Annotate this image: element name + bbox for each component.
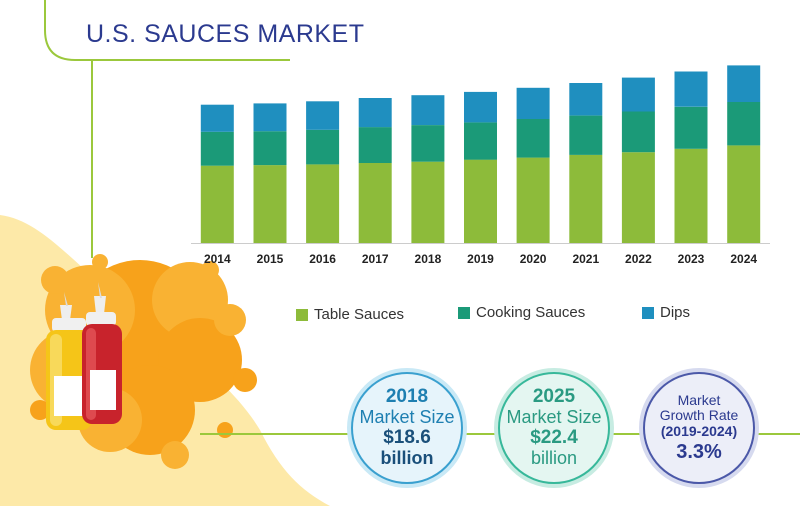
stat-label-growth-rate: Growth Rate	[659, 407, 739, 424]
bar-segment-table-sauces-2014	[200, 165, 234, 243]
x-tick-label: 2018	[415, 252, 442, 266]
legend-label-cooking-sauces: Cooking Sauces	[476, 304, 586, 321]
x-tick-label: 2017	[362, 252, 389, 266]
bar-segment-table-sauces-2021	[569, 154, 603, 243]
bar-segment-table-sauces-2023	[674, 148, 708, 243]
bar-segment-dips-2021	[569, 83, 603, 116]
legend-swatch-dips	[642, 306, 654, 319]
bar-segment-cooking-sauces-2023	[674, 106, 708, 149]
bar-segment-cooking-sauces-2019	[464, 122, 497, 160]
bar-segment-dips-2014	[200, 104, 234, 132]
bar-segment-cooking-sauces-2015	[253, 131, 287, 166]
bar-segment-table-sauces-2017	[358, 163, 392, 243]
stat-value: 3.3%	[676, 441, 722, 464]
stat-value: $18.6	[383, 427, 431, 448]
chart-legend: Table Sauces Cooking Sauces Dips	[296, 304, 736, 328]
bar-segment-dips-2016	[306, 101, 340, 130]
bar-segment-table-sauces-2024	[727, 145, 761, 243]
stat-period: (2019-2024)	[660, 422, 738, 439]
stat-year: 2018	[385, 386, 429, 408]
bar-segment-cooking-sauces-2022	[621, 111, 655, 153]
bar-segment-table-sauces-2019	[464, 159, 497, 243]
stacked-bar-chart: 2014 2015 2016 2017 2018 2019 2020 2021 2022 2023…	[191, 65, 770, 266]
x-tick-label: 2022	[625, 252, 652, 266]
bar-segment-dips-2019	[464, 91, 497, 123]
legend-item-cooking-sauces: Cooking Sauces	[458, 304, 585, 321]
legend-swatch-cooking-sauces	[458, 306, 470, 319]
stat-label-market: Market	[677, 391, 721, 408]
x-tick-label: 2014	[204, 252, 231, 266]
bar-segment-table-sauces-2015	[253, 165, 287, 243]
stat-unit: billion	[530, 447, 578, 468]
bar-segment-dips-2017	[358, 98, 392, 128]
bar-segment-table-sauces-2016	[306, 164, 340, 243]
page-title: U.S. SAUCES MARKET	[86, 20, 365, 48]
stat-2025-market-size: 2025 Market Size $22.4 billion	[498, 372, 610, 484]
bar-segment-table-sauces-2022	[621, 152, 655, 243]
legend-item-dips: Dips	[642, 304, 690, 321]
bar-segment-cooking-sauces-2020	[516, 119, 550, 158]
bar-segment-cooking-sauces-2016	[306, 129, 340, 165]
x-tick-label: 2024	[730, 252, 757, 266]
stat-2018-market-size: 2018 Market Size $18.6 billion	[351, 372, 463, 484]
x-tick-label: 2016	[309, 252, 336, 266]
bar-segment-dips-2023	[674, 71, 708, 107]
bar-segment-cooking-sauces-2024	[727, 102, 761, 146]
x-tick-label: 2019	[467, 252, 494, 266]
stat-value: $22.4	[530, 427, 578, 448]
bar-segment-table-sauces-2018	[411, 161, 445, 243]
bar-segment-dips-2018	[411, 95, 445, 125]
bar-segment-cooking-sauces-2017	[358, 127, 392, 163]
x-tick-label: 2021	[572, 252, 599, 266]
legend-label-table-sauces: Table Sauces	[314, 306, 405, 323]
stat-label: Market Size	[506, 407, 602, 428]
x-tick-label: 2023	[678, 252, 705, 266]
bar-segment-dips-2024	[727, 65, 761, 102]
bar-segment-dips-2015	[253, 103, 287, 132]
x-tick-label: 2020	[520, 252, 547, 266]
legend-label-dips: Dips	[660, 304, 691, 321]
x-tick-label: 2015	[257, 252, 284, 266]
stat-year: 2025	[532, 386, 576, 408]
bar-segment-cooking-sauces-2018	[411, 125, 445, 162]
bar-segment-cooking-sauces-2014	[200, 131, 234, 166]
bar-segment-table-sauces-2020	[516, 157, 550, 243]
stat-growth-rate: Market Growth Rate (2019-2024) 3.3%	[643, 372, 755, 484]
legend-swatch-table-sauces	[296, 308, 308, 321]
legend-item-table-sauces: Table Sauces	[296, 306, 404, 323]
stat-label: Market Size	[359, 407, 455, 428]
stat-unit: billion	[380, 447, 434, 468]
bar-segment-cooking-sauces-2021	[569, 115, 603, 155]
bar-segment-dips-2020	[516, 87, 550, 119]
bar-segment-dips-2022	[621, 77, 655, 112]
